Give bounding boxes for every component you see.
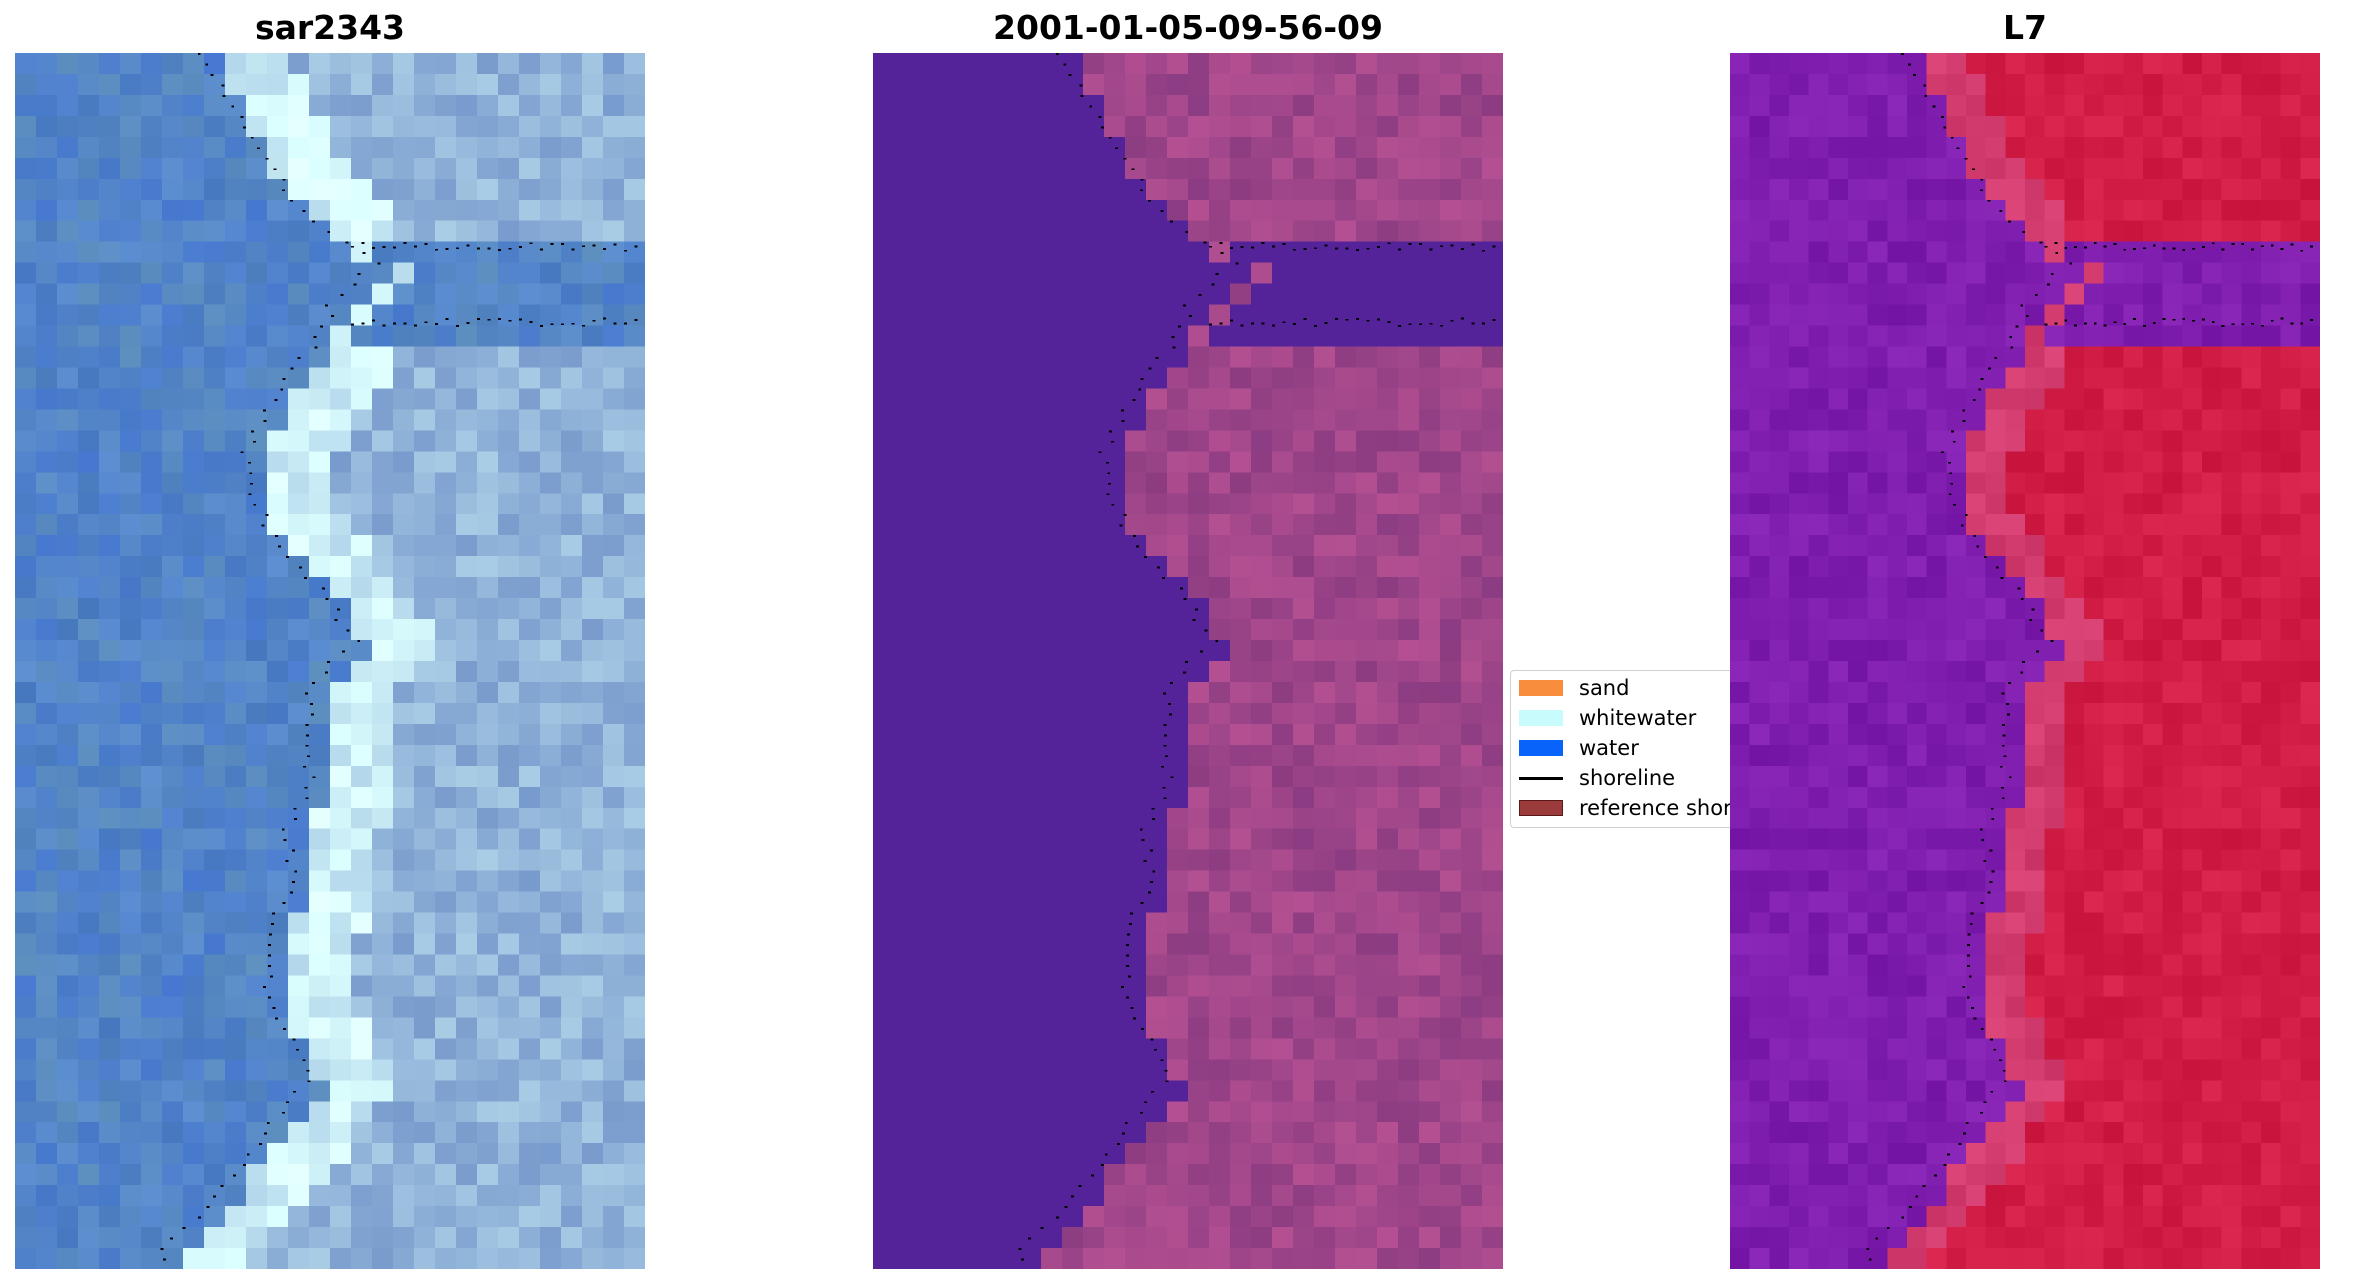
legend-label-shoreline: shoreline	[1579, 766, 1676, 790]
classified-image-panel	[873, 53, 1503, 1269]
legend-item-whitewater: whitewater	[1519, 705, 1696, 731]
legend-swatch-whitewater	[1519, 710, 1563, 726]
legend-item-water: water	[1519, 735, 1639, 761]
legend-label-water: water	[1579, 736, 1639, 760]
legend-line-shoreline	[1519, 776, 1563, 780]
legend-item-shoreline: shoreline	[1519, 765, 1675, 791]
legend-label-reference-shoreline: reference shoreline	[1579, 796, 1730, 820]
legend-item-reference-shoreline: reference shoreline	[1519, 795, 1730, 821]
index-image-panel	[1730, 53, 2320, 1269]
legend: sand whitewater water shoreline referenc…	[1510, 670, 1730, 828]
classified-image	[873, 53, 1503, 1269]
legend-item-sand: sand	[1519, 675, 1629, 701]
panel-title-l7: L7	[2003, 8, 2047, 47]
panel-title-date: 2001-01-05-09-56-09	[993, 8, 1383, 47]
legend-label-sand: sand	[1579, 676, 1630, 700]
legend-swatch-sand	[1519, 680, 1563, 696]
rgb-image-panel	[15, 53, 645, 1269]
legend-label-whitewater: whitewater	[1579, 706, 1697, 730]
legend-swatch-water	[1519, 740, 1563, 756]
panel-title-sar: sar2343	[254, 8, 406, 47]
legend-swatch-reference-shoreline	[1519, 800, 1563, 816]
rgb-image	[15, 53, 645, 1269]
index-image	[1730, 53, 2320, 1269]
